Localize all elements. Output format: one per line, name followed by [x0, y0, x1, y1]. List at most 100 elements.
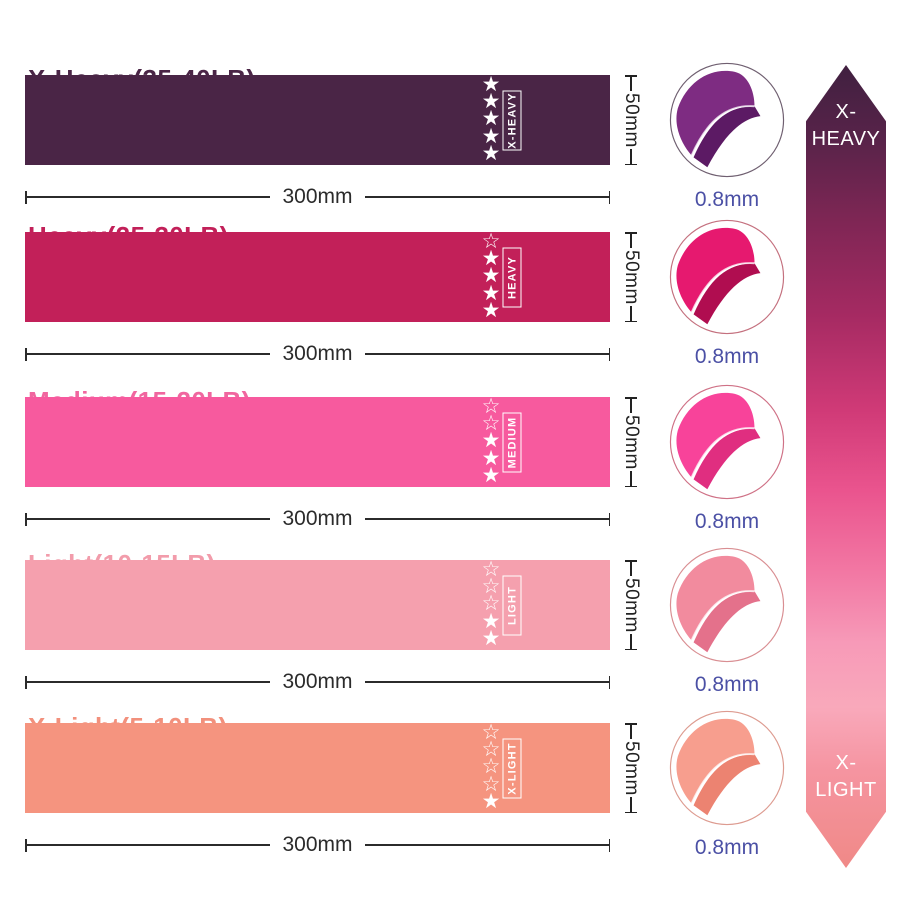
arrow-label-line: X-: [835, 101, 857, 123]
thickness-label: 0.8mm: [694, 673, 760, 696]
thickness-label: 0.8mm: [694, 510, 760, 533]
dimension-line: [364, 681, 609, 683]
folded-band-photo: [668, 383, 786, 501]
dimension-line: [364, 196, 609, 198]
dimension-line: [630, 797, 632, 812]
dimension-line: [630, 471, 632, 486]
dimension-line: [364, 844, 609, 846]
dimension-tick: [625, 560, 637, 562]
band-swatch: ★★★★★ X-HEAVY: [25, 73, 610, 165]
fold-face: [676, 392, 755, 478]
detail-circle-border: [669, 219, 785, 335]
width-dimension-label: 300mm: [282, 670, 353, 693]
star-rating: ☆☆☆☆★: [481, 720, 501, 813]
detail-circle-border: [669, 62, 785, 178]
fold-underside: [693, 754, 761, 816]
band-name-tag: X-HEAVY: [502, 90, 522, 150]
dimension-line: [26, 196, 271, 198]
product-row-heavy: Heavy(25-30LB) ☆★★★★ HEAVY 300mm 50mm 0.…: [0, 199, 900, 368]
fold-face: [676, 70, 755, 156]
band-swatch: ☆☆☆☆★ X-LIGHT: [25, 720, 610, 813]
band-swatch: ☆☆★★★ MEDIUM: [25, 394, 610, 487]
dimension-line: [630, 634, 632, 649]
dimension-tick: [608, 347, 610, 361]
dimension-line: [26, 844, 271, 846]
dimension-tick: [25, 838, 27, 852]
detail-circle-border: [669, 710, 785, 826]
dimension-line: [630, 561, 632, 576]
width-dimension-label: 300mm: [282, 342, 353, 365]
height-dimension: 50mm: [621, 75, 642, 166]
width-dimension: 300mm: [25, 507, 610, 530]
dimension-tick: [25, 347, 27, 361]
thickness-label: 0.8mm: [694, 345, 760, 368]
arrow-label-x-light: X- LIGHT: [806, 750, 886, 804]
band-name-tag: HEAVY: [502, 247, 522, 307]
height-dimension-label: 50mm: [621, 249, 642, 305]
dimension-tick: [625, 75, 637, 77]
dimension-tick: [608, 512, 610, 526]
height-dimension-label: 50mm: [621, 414, 642, 470]
fold-edge-highlight: [690, 427, 755, 478]
width-dimension: 300mm: [25, 342, 610, 365]
star-rating: ☆☆★★★: [481, 394, 501, 487]
thickness-label: 0.8mm: [694, 836, 760, 859]
detail-circle-border: [669, 384, 785, 500]
dimension-tick: [625, 648, 637, 651]
width-dimension-label: 300mm: [282, 185, 353, 208]
dimension-line: [364, 353, 609, 355]
star-rating: ☆☆☆★★: [481, 557, 501, 650]
dimension-tick: [625, 723, 637, 725]
fold-face: [676, 718, 755, 804]
width-dimension: 300mm: [25, 185, 610, 208]
height-dimension: 50mm: [621, 723, 642, 814]
width-dimension: 300mm: [25, 670, 610, 693]
product-row-x-heavy: X-Heavy(35-40LB) ★★★★★ X-HEAVY 300mm 50m…: [0, 42, 900, 211]
height-dimension: 50mm: [621, 560, 642, 651]
dimension-tick: [625, 485, 637, 488]
folded-band-photo: [668, 61, 786, 179]
thickness-label: 0.8mm: [694, 188, 760, 211]
arrow-label-line: X-: [835, 752, 857, 774]
fold-edge-highlight: [690, 105, 755, 156]
arrow-label-x-heavy: X- HEAVY: [806, 99, 886, 153]
fold-underside: [693, 428, 761, 490]
band-name-tag: MEDIUM: [502, 412, 522, 472]
product-row-medium: Medium(15-20LB) ☆☆★★★ MEDIUM 300mm 50mm …: [0, 364, 900, 533]
width-dimension-label: 300mm: [282, 507, 353, 530]
fold-underside: [693, 263, 761, 325]
band-name-tag: X-LIGHT: [502, 738, 522, 798]
product-row-x-light: X-Light(5-10LB) ☆☆☆☆★ X-LIGHT 300mm 50mm…: [0, 690, 900, 859]
dimension-line: [26, 681, 271, 683]
height-dimension: 50mm: [621, 397, 642, 488]
fold-face: [676, 555, 755, 641]
folded-band-photo: [668, 546, 786, 664]
arrow-label-line: LIGHT: [815, 779, 877, 801]
band-swatch: ☆★★★★ HEAVY: [25, 229, 610, 322]
fold-edge-highlight: [690, 262, 755, 313]
dimension-tick: [625, 811, 637, 814]
fold-underside: [693, 591, 761, 653]
dimension-tick: [625, 320, 637, 323]
height-dimension: 50mm: [621, 232, 642, 323]
fold-edge-highlight: [690, 753, 755, 804]
dimension-line: [630, 306, 632, 321]
dimension-line: [630, 76, 632, 91]
dimension-tick: [25, 512, 27, 526]
band-name-tag: LIGHT: [502, 575, 522, 635]
fold-face: [676, 227, 755, 313]
band-swatch: ☆☆☆★★ LIGHT: [25, 557, 610, 650]
dimension-line: [26, 353, 271, 355]
dimension-line: [26, 518, 271, 520]
height-dimension-label: 50mm: [621, 577, 642, 633]
dimension-tick: [25, 190, 27, 204]
folded-band-photo: [668, 218, 786, 336]
dimension-tick: [625, 397, 637, 399]
arrow-label-line: HEAVY: [811, 128, 881, 150]
star-rating: ☆★★★★: [481, 229, 501, 322]
dimension-line: [630, 149, 632, 164]
dimension-line: [630, 724, 632, 739]
dimension-tick: [608, 190, 610, 204]
product-row-light: Light(10-15LB) ☆☆☆★★ LIGHT 300mm 50mm 0.…: [0, 527, 900, 696]
height-dimension-label: 50mm: [621, 740, 642, 796]
